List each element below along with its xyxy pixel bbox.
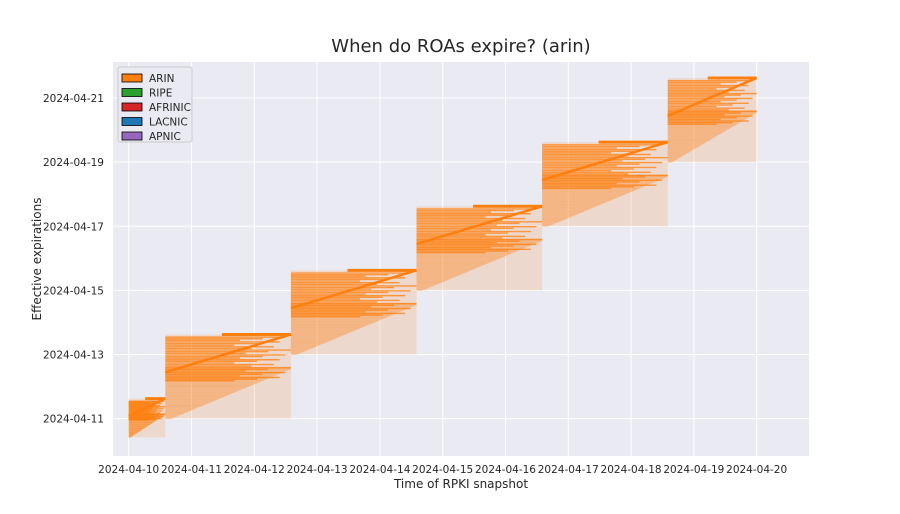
x-tick-label: 2024-04-13: [287, 464, 348, 476]
legend-entry: RIPE: [149, 88, 172, 100]
x-tick-label: 2024-04-17: [538, 464, 599, 476]
y-tick-label: 2024-04-21: [43, 93, 104, 105]
x-axis: 2024-04-10 2024-04-11 2024-04-12 2024-04-13…: [98, 464, 787, 476]
legend-entry: APNIC: [149, 131, 181, 143]
y-tick-label: 2024-04-11: [43, 414, 104, 426]
x-tick-label: 2024-04-11: [161, 464, 222, 476]
x-tick-label: 2024-04-10: [98, 464, 159, 476]
series-segment: [164, 332, 292, 420]
legend-swatch: [121, 88, 143, 97]
plot-area: [113, 62, 809, 456]
y-tick-label: 2024-04-13: [43, 349, 104, 361]
segment-diagonal: [541, 140, 669, 182]
y-tick-label: 2024-04-19: [43, 157, 104, 169]
data-marks: [128, 76, 758, 438]
x-tick-label: 2024-04-16: [475, 464, 536, 476]
legend-entry: LACNIC: [149, 117, 188, 129]
x-tick-label: 2024-04-20: [726, 464, 787, 476]
legend-entry: ARIN: [149, 73, 174, 85]
legend-swatch: [121, 131, 143, 141]
y-axis-label: Effective expirations: [30, 198, 44, 321]
x-tick-label: 2024-04-15: [412, 464, 473, 476]
series-segment: [667, 76, 758, 163]
y-axis: 2024-04-11 2024-04-13 2024-04-15 2024-04-17…: [43, 93, 104, 426]
x-tick-label: 2024-04-19: [663, 464, 724, 476]
series-segment: [290, 268, 417, 355]
chart-title: When do ROAs expire? (arin): [331, 36, 590, 57]
legend-entry: AFRINIC: [149, 102, 191, 114]
x-tick-label: 2024-04-14: [349, 464, 410, 476]
series-segment: [128, 397, 166, 438]
series-segment: [541, 140, 669, 227]
segment-diagonal: [290, 269, 417, 310]
series-segment: [416, 204, 543, 291]
segment-diagonal: [667, 76, 758, 118]
legend-swatch: [121, 117, 143, 126]
segment-diagonal: [128, 397, 166, 418]
x-axis-label: Time of RPKI snapshot: [393, 477, 528, 491]
legend-swatch: [121, 102, 143, 112]
x-tick-label: 2024-04-12: [224, 464, 285, 476]
segment-diagonal: [416, 205, 543, 246]
legend: ARIN RIPE AFRINIC LACNIC APNIC: [117, 66, 193, 143]
x-tick-label: 2024-04-18: [601, 464, 662, 476]
y-tick-label: 2024-04-17: [43, 221, 104, 233]
legend-swatch: [121, 73, 143, 83]
segment-diagonal: [164, 333, 292, 374]
y-tick-label: 2024-04-15: [43, 285, 104, 297]
